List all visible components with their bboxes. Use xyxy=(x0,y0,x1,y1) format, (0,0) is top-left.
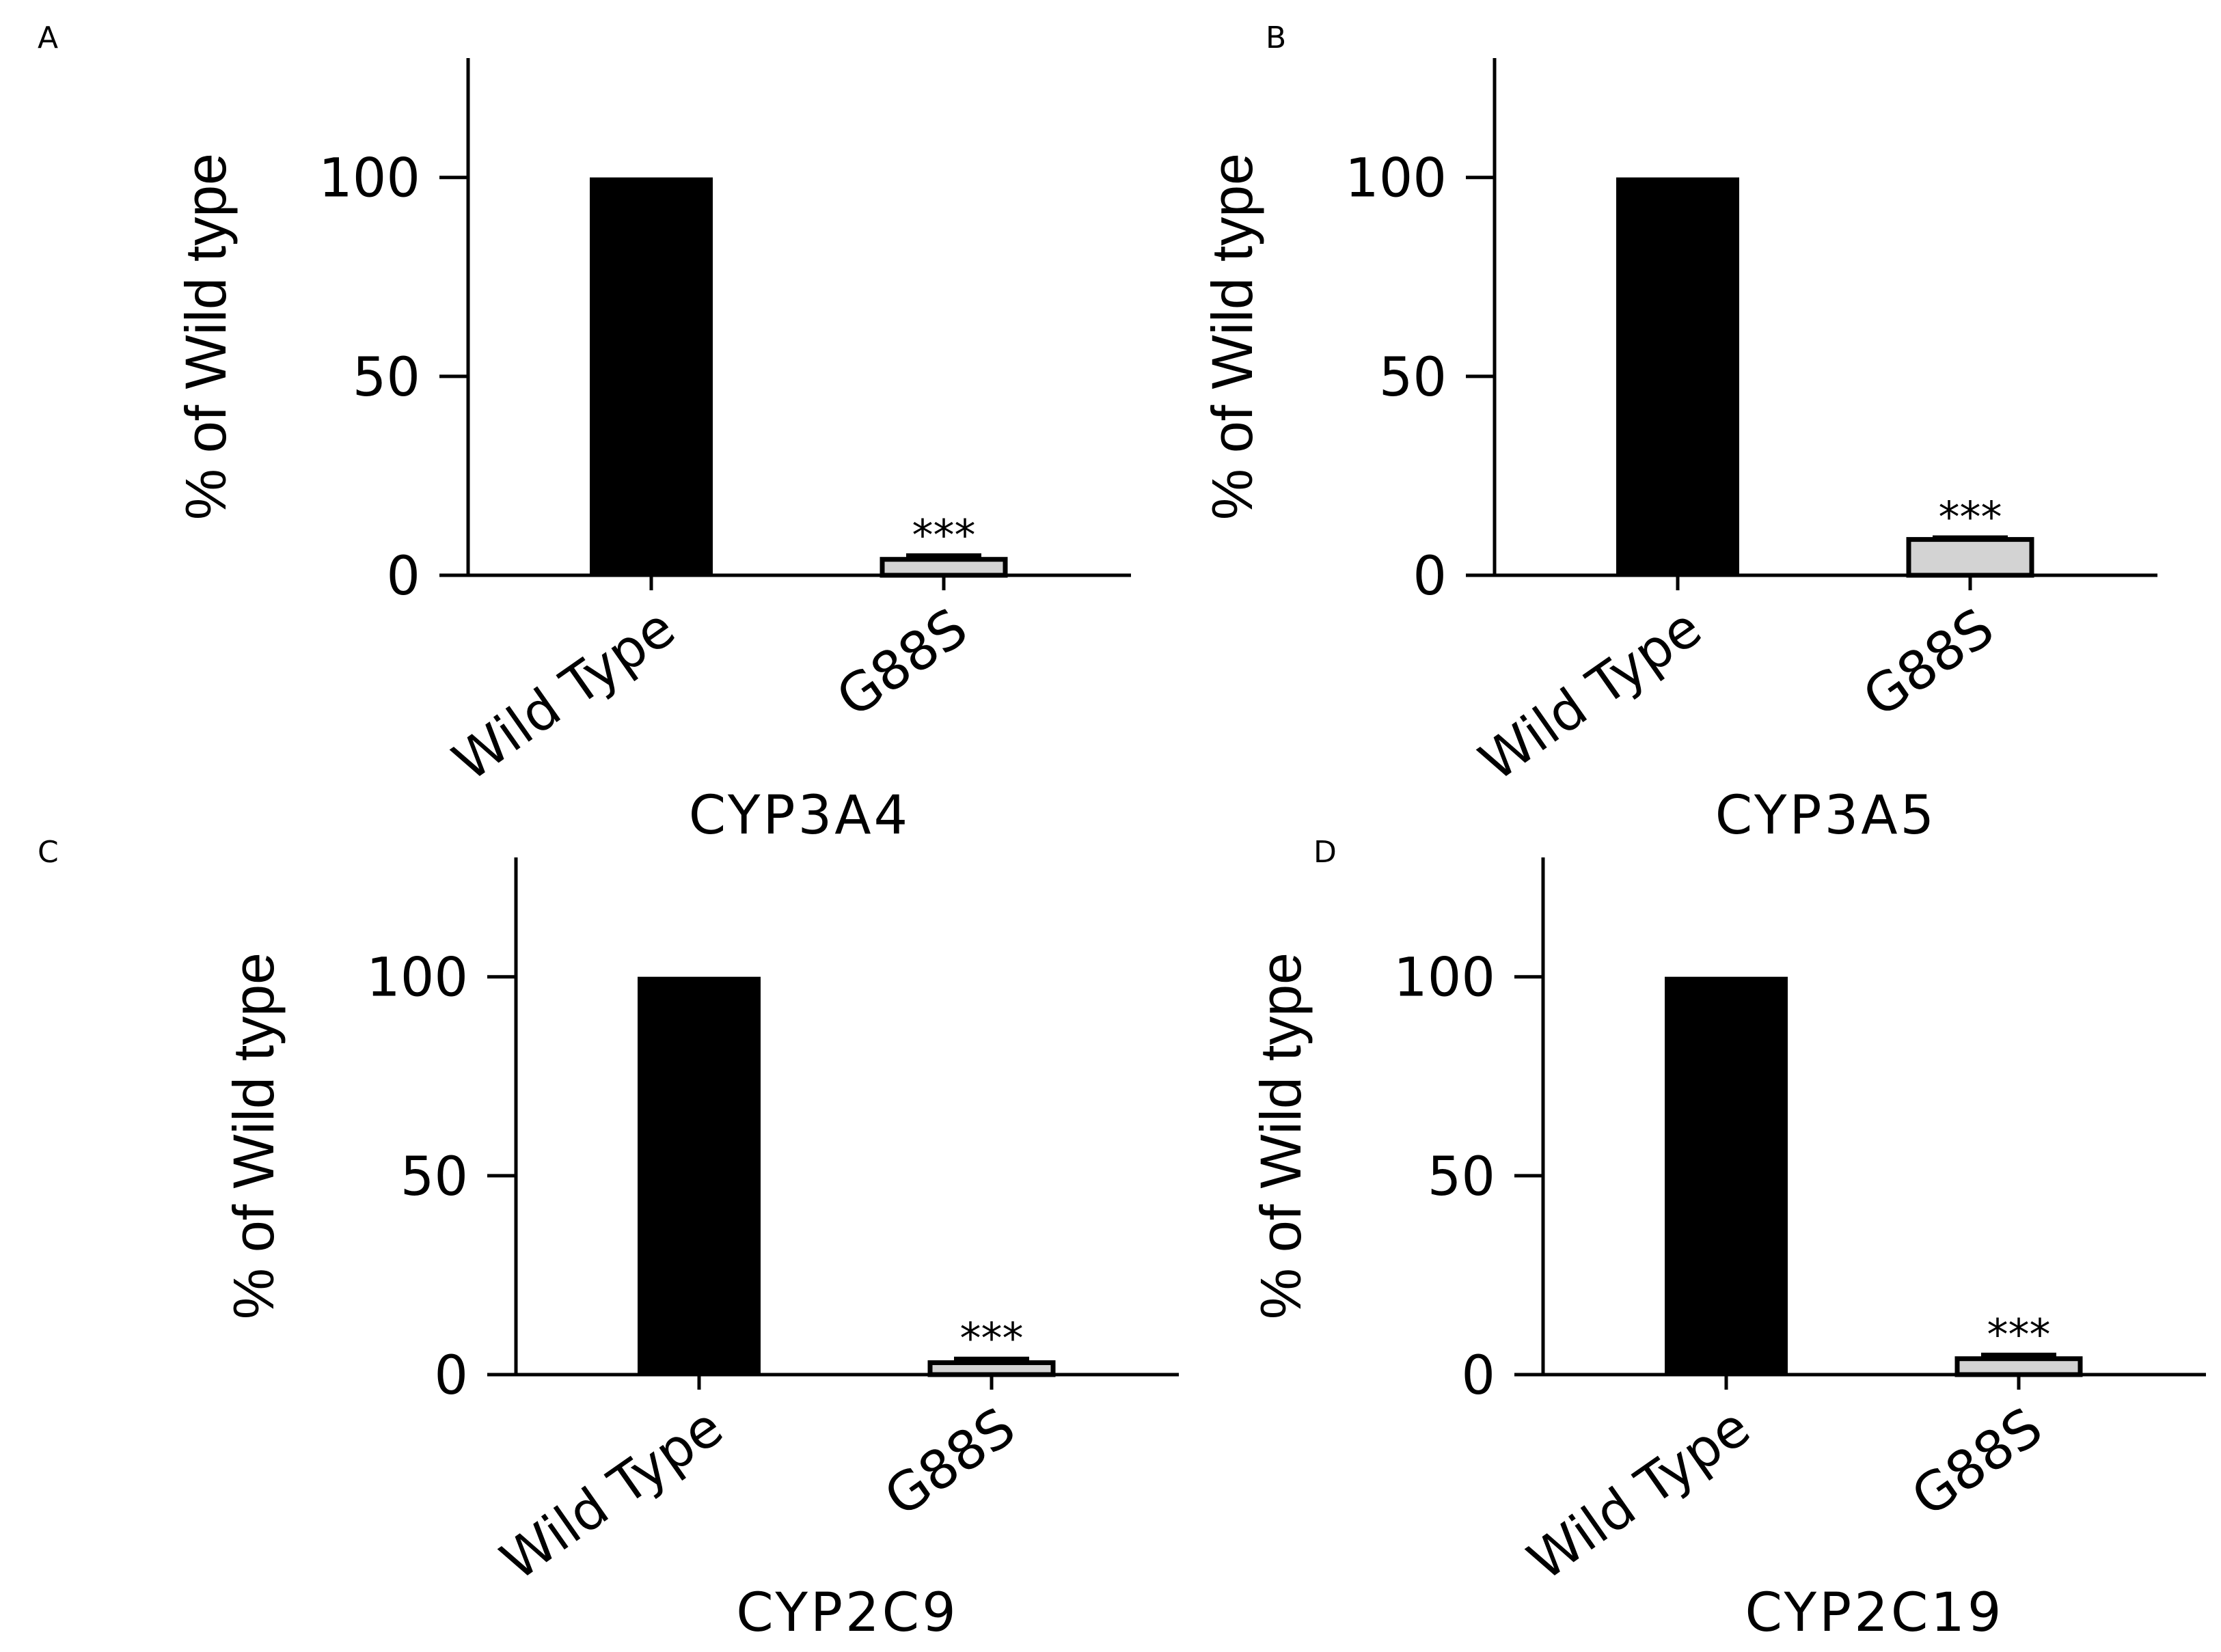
y-tick-label: 50 xyxy=(1379,347,1447,409)
x-category-label: Wild Type xyxy=(1517,1396,1761,1593)
panel-a: A 0 50 100 % of Wild type Wild Type *** G88S CYP… xyxy=(38,20,1131,846)
x-axis-title: CYP3A4 xyxy=(689,785,910,846)
y-axis-label: % of Wild type xyxy=(1200,153,1264,520)
y-tick-label: 50 xyxy=(353,347,420,409)
y-tick-label: 50 xyxy=(1428,1146,1495,1208)
panel-letter: A xyxy=(38,20,58,55)
x-category-label: G88S xyxy=(1901,1396,2054,1529)
bar-g88s xyxy=(1954,1356,2083,1377)
bar-g88s xyxy=(880,557,1008,578)
y-axis-label: % of Wild type xyxy=(1249,952,1313,1319)
x-category-label: G88S xyxy=(826,597,979,730)
bar-g88s xyxy=(927,1360,1056,1377)
bar-wild-type xyxy=(590,177,713,575)
bar-g88s xyxy=(1906,537,2034,578)
x-category-label: Wild Type xyxy=(490,1396,734,1593)
y-tick-label: 100 xyxy=(318,148,420,210)
y-axis-label: % of Wild type xyxy=(221,952,286,1319)
significance-marker: *** xyxy=(1939,493,2002,542)
x-category-label: G88S xyxy=(874,1396,1026,1529)
y-tick-label: 0 xyxy=(1461,1345,1495,1407)
y-tick-label: 50 xyxy=(400,1146,468,1208)
bar-wild-type xyxy=(1665,976,1788,1375)
y-axis-label: % of Wild type xyxy=(174,153,238,520)
x-axis-title: CYP3A5 xyxy=(1715,785,1937,846)
significance-marker: *** xyxy=(1987,1310,2051,1360)
x-category-label: Wild Type xyxy=(442,597,686,793)
panel-b: B 0 50 100 % of Wild type Wild Type *** G88S CYP… xyxy=(1200,20,2157,846)
y-tick-label: 0 xyxy=(434,1345,468,1407)
x-category-label: Wild Type xyxy=(1469,597,1713,793)
significance-marker: *** xyxy=(912,510,976,560)
bar-wild-type xyxy=(638,976,761,1375)
significance-marker: *** xyxy=(960,1314,1024,1364)
y-tick-label: 0 xyxy=(1413,546,1447,607)
bar-wild-type xyxy=(1616,177,1739,575)
y-tick-label: 100 xyxy=(366,948,468,1009)
y-tick-label: 100 xyxy=(1393,948,1495,1009)
y-tick-label: 100 xyxy=(1345,148,1447,210)
panel-letter: B xyxy=(1266,20,1286,55)
panel-letter: D xyxy=(1313,835,1337,870)
panel-d: D 0 50 100 % of Wild type Wild Type *** G88S CYP… xyxy=(1249,835,2206,1644)
panel-letter: C xyxy=(38,835,59,870)
x-axis-title: CYP2C9 xyxy=(736,1582,959,1644)
y-tick-label: 0 xyxy=(386,546,420,607)
x-axis-title: CYP2C19 xyxy=(1745,1582,2004,1644)
panel-c: C 0 50 100 % of Wild type Wild Type *** G88S CYP… xyxy=(38,835,1179,1644)
x-category-label: G88S xyxy=(1853,597,2005,730)
